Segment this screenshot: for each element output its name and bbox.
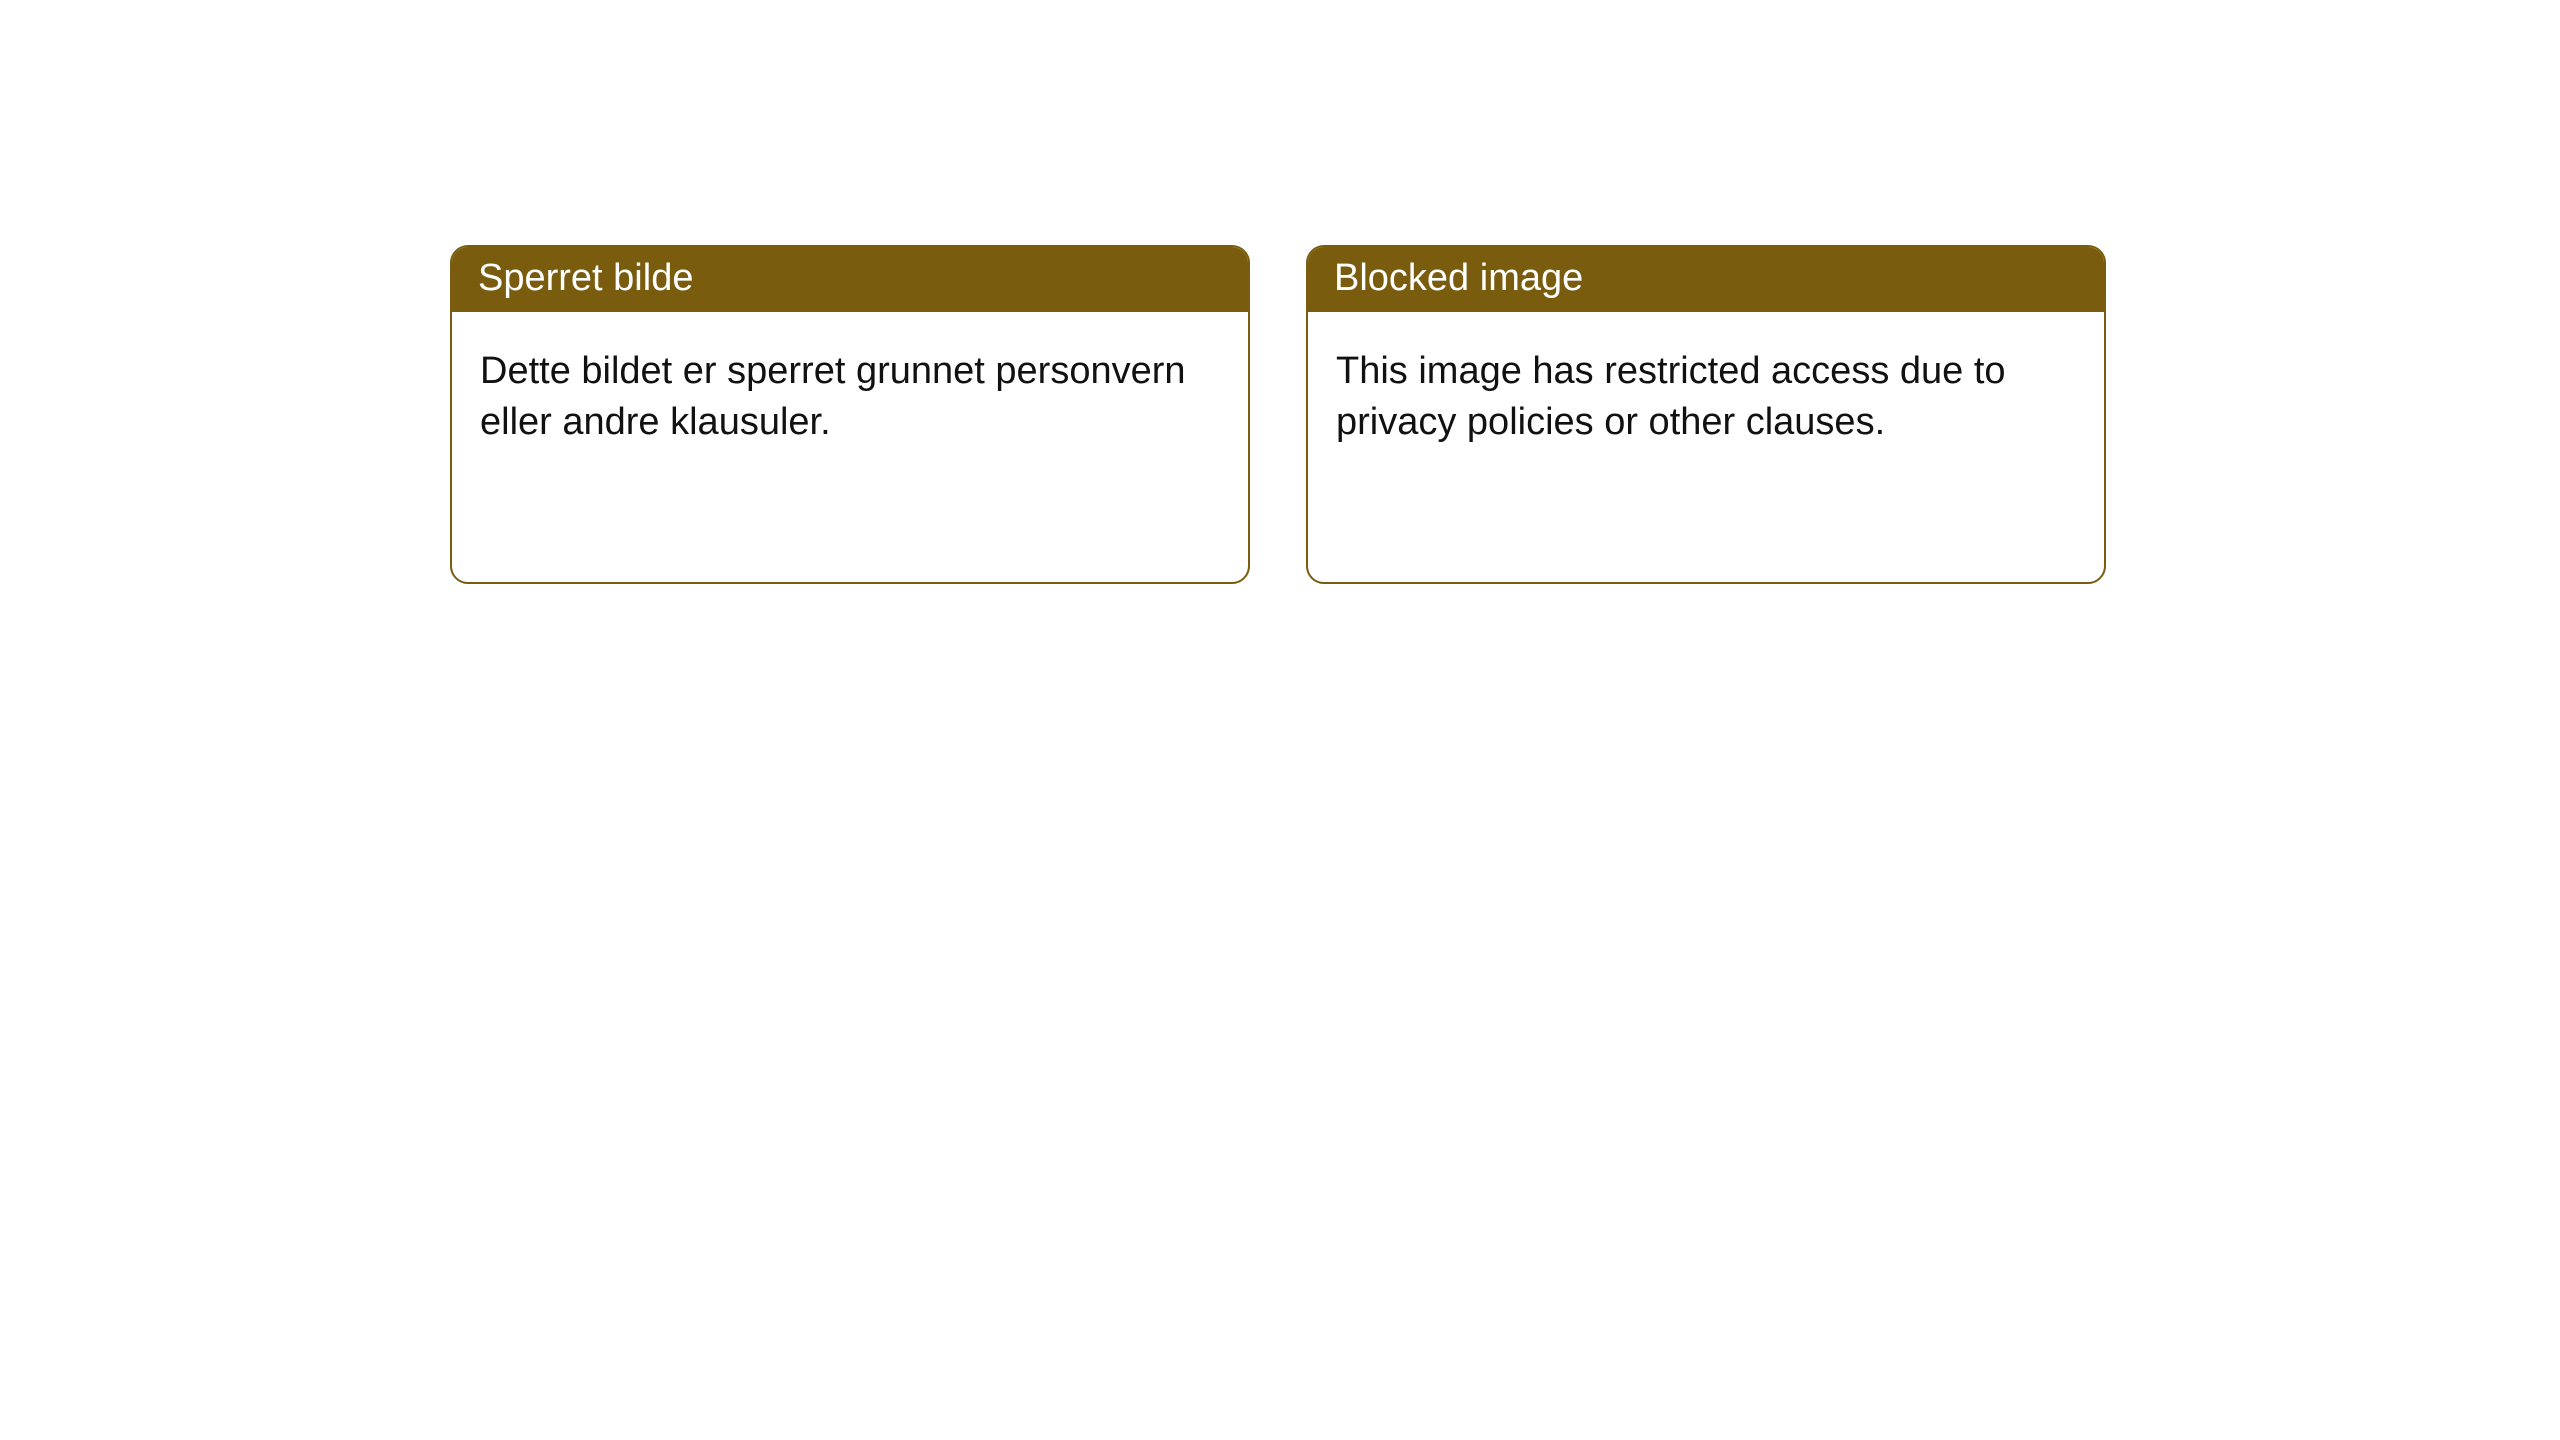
notice-body-text: Dette bildet er sperret grunnet personve… xyxy=(480,350,1186,443)
notice-body-text: This image has restricted access due to … xyxy=(1336,350,2006,443)
notice-header: Blocked image xyxy=(1308,247,2104,312)
notice-card-norwegian: Sperret bilde Dette bildet er sperret gr… xyxy=(450,245,1250,584)
notice-title: Blocked image xyxy=(1334,257,1583,299)
notice-body: This image has restricted access due to … xyxy=(1308,312,2104,582)
notice-title: Sperret bilde xyxy=(478,257,693,299)
notice-card-english: Blocked image This image has restricted … xyxy=(1306,245,2106,584)
notice-container: Sperret bilde Dette bildet er sperret gr… xyxy=(0,0,2560,584)
notice-body: Dette bildet er sperret grunnet personve… xyxy=(452,312,1248,582)
notice-header: Sperret bilde xyxy=(452,247,1248,312)
